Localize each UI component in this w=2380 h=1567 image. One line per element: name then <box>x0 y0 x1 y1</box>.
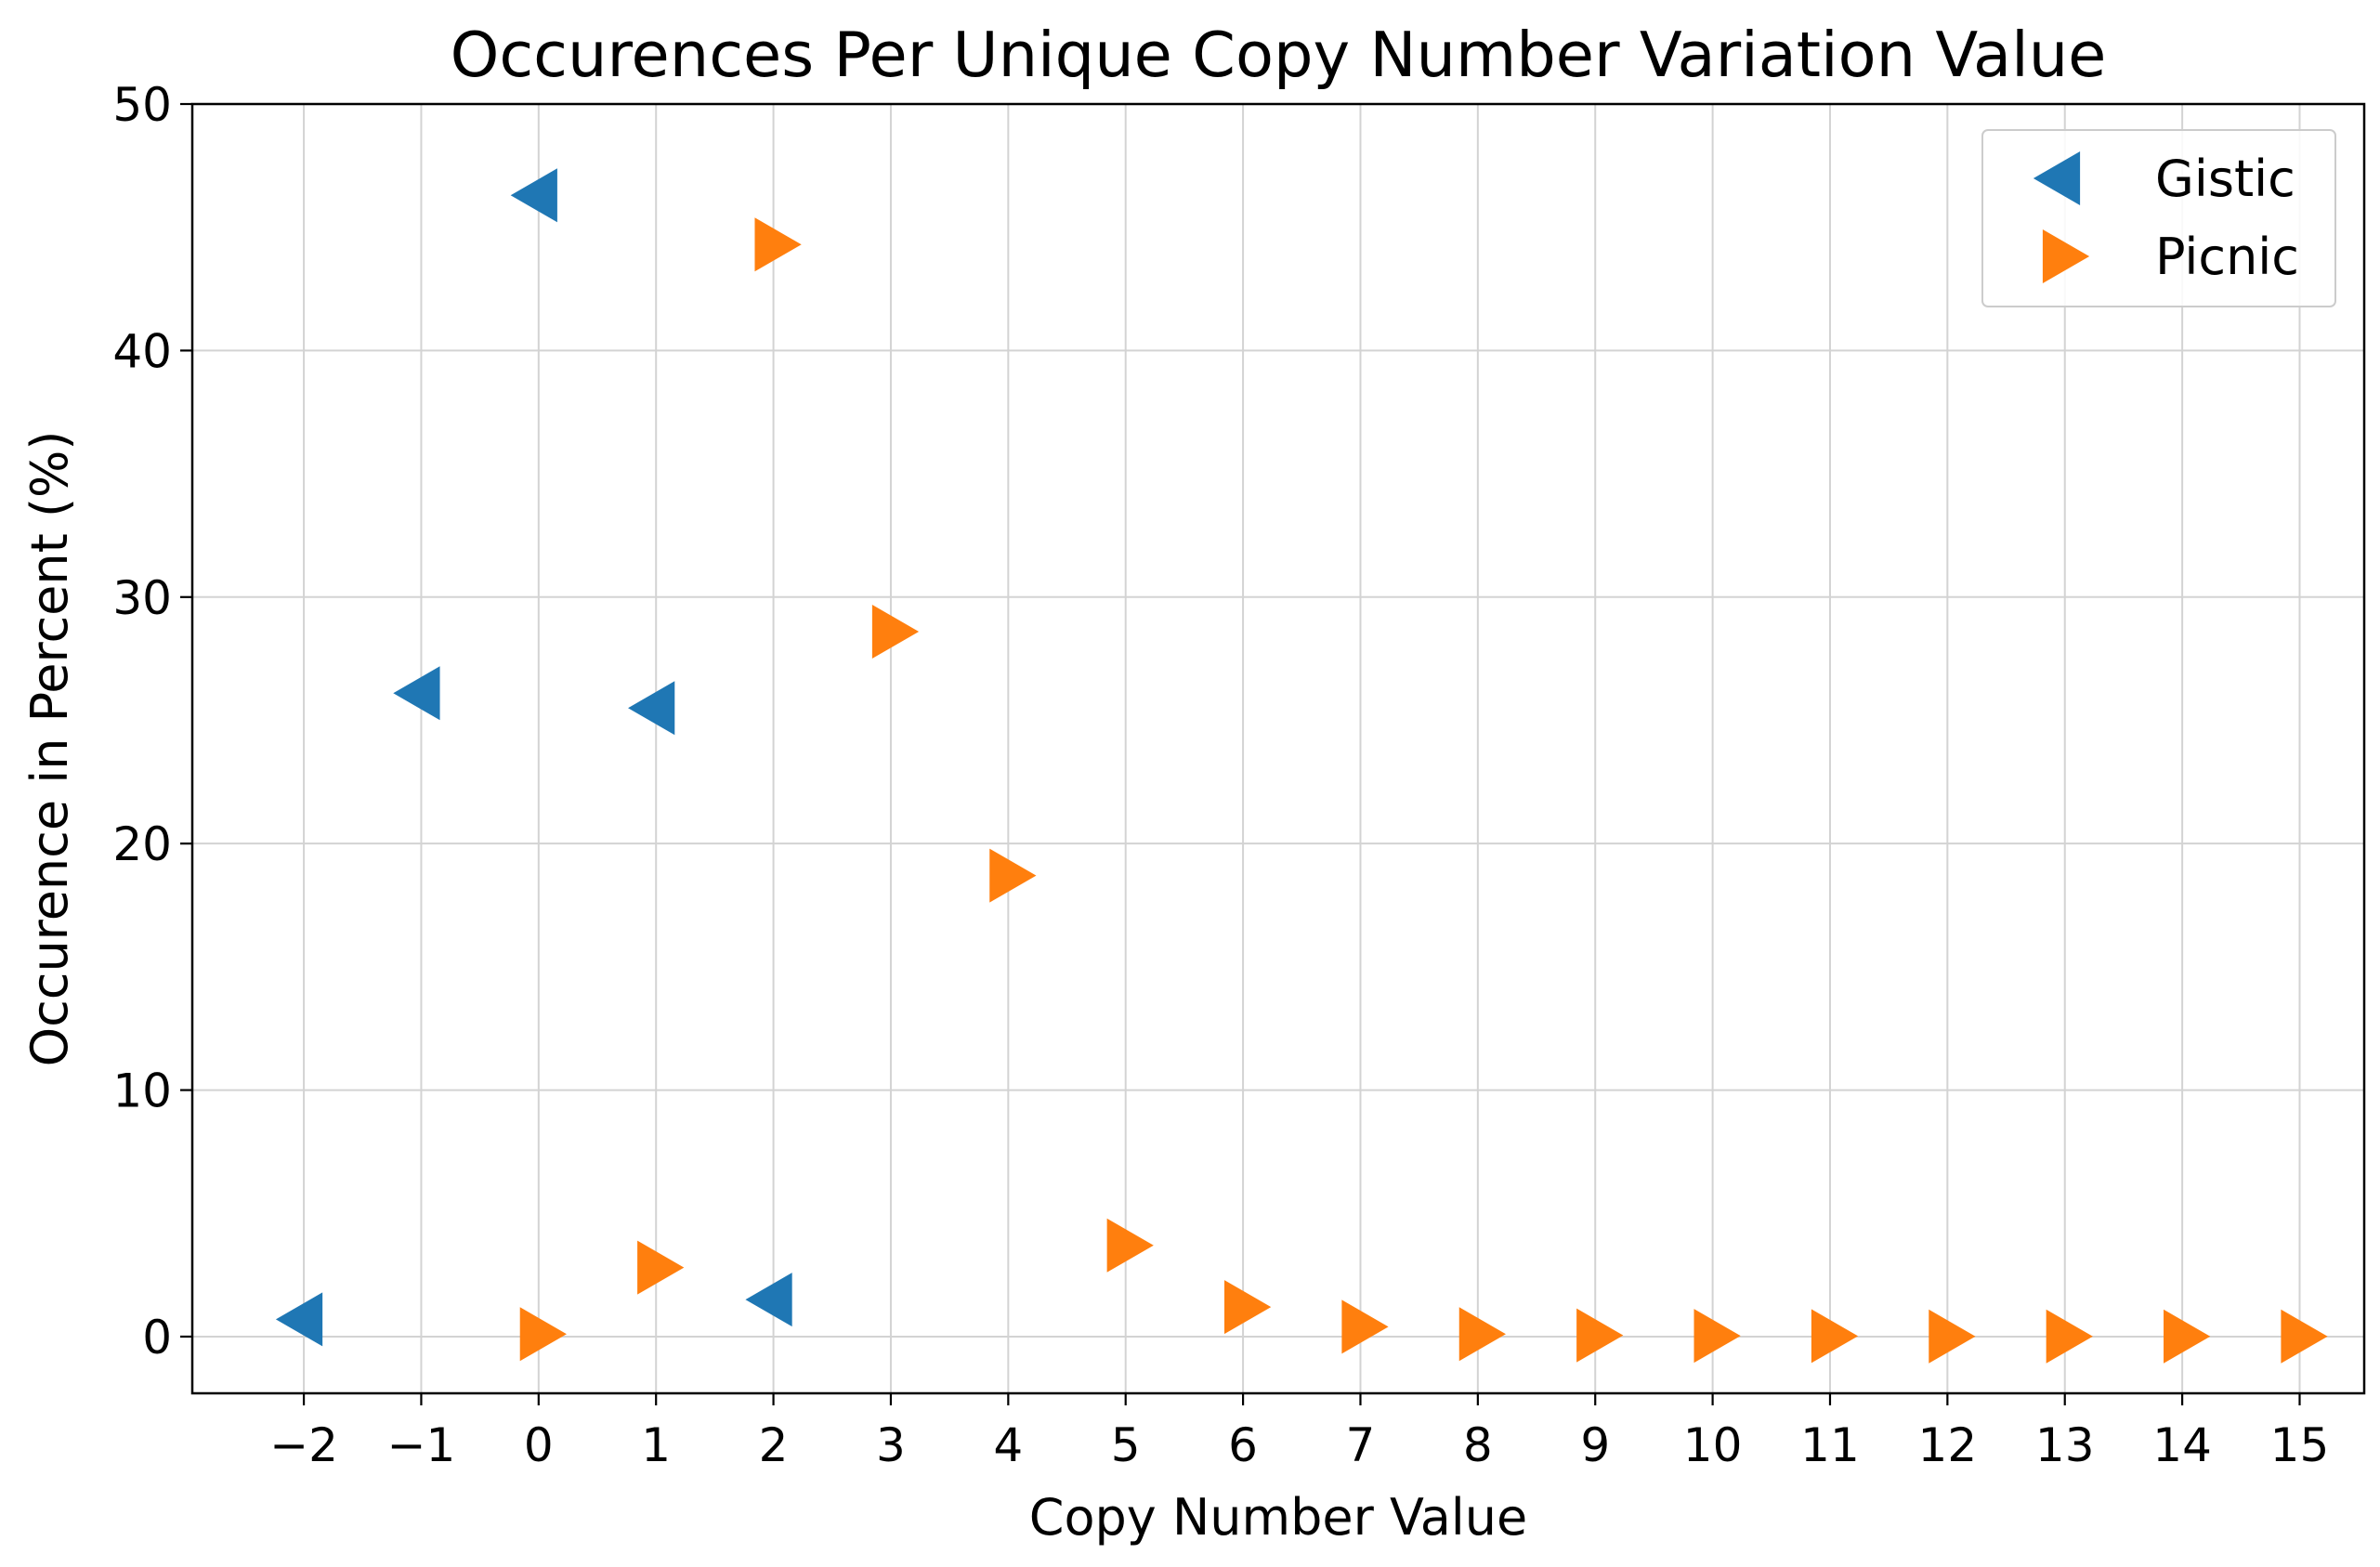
gistic-point <box>393 666 440 721</box>
picnic-point <box>1341 1299 1389 1354</box>
x-tick-label: 14 <box>2152 1418 2212 1472</box>
x-tick-label: 0 <box>524 1418 554 1472</box>
picnic-point <box>2164 1309 2211 1364</box>
picnic-point <box>1811 1309 1859 1364</box>
y-tick-label: 20 <box>112 817 172 871</box>
picnic-point <box>1458 1307 1506 1362</box>
series-picnic <box>519 217 2328 1364</box>
picnic-point <box>2046 1309 2093 1364</box>
picnic-point <box>754 217 802 272</box>
legend-label-gistic: Gistic <box>2155 150 2295 208</box>
x-tick-label: 8 <box>1463 1418 1493 1472</box>
x-tick-label: 1 <box>641 1418 671 1472</box>
y-tick-label: 30 <box>112 571 172 625</box>
legend-marker-picnic <box>2042 229 2090 283</box>
x-tick-label: 4 <box>993 1418 1023 1472</box>
x-tick-label: 6 <box>1228 1418 1258 1472</box>
plot-frame <box>190 102 2366 1395</box>
x-tick-label: −1 <box>387 1418 456 1472</box>
x-tick-label: 10 <box>1683 1418 1743 1472</box>
x-tick-label: 13 <box>2035 1418 2095 1472</box>
picnic-point <box>871 604 920 659</box>
picnic-point <box>637 1240 685 1295</box>
x-tick-label: 11 <box>1800 1418 1860 1472</box>
legend: Gistic Picnic <box>1981 129 2336 307</box>
y-tick-label: 10 <box>112 1064 172 1118</box>
grid <box>192 103 2364 1393</box>
y-axis-label: Occurence in Percent (%) <box>20 431 79 1067</box>
x-tick-label: 3 <box>876 1418 906 1472</box>
data-points <box>275 168 2328 1364</box>
x-axis-label: Copy Number Value <box>1029 1488 1528 1547</box>
x-tick-label: 2 <box>759 1418 789 1472</box>
y-tick-label: 0 <box>142 1311 172 1365</box>
picnic-point <box>1106 1218 1154 1273</box>
x-tick-label: 5 <box>1111 1418 1141 1472</box>
picnic-point <box>519 1307 567 1362</box>
gistic-point <box>510 168 557 223</box>
x-tick-label: 7 <box>1346 1418 1376 1472</box>
legend-label-picnic: Picnic <box>2155 228 2299 286</box>
x-tick-label: 9 <box>1580 1418 1610 1472</box>
x-tick-label: −2 <box>269 1418 338 1472</box>
picnic-point <box>989 848 1037 903</box>
picnic-point <box>1223 1280 1272 1335</box>
y-tick-label: 50 <box>112 78 172 132</box>
picnic-point <box>2281 1309 2328 1364</box>
x-tick-label: 15 <box>2270 1418 2330 1472</box>
chart-title: Occurences Per Unique Copy Number Variat… <box>451 19 2107 91</box>
gistic-point <box>628 681 675 736</box>
picnic-point <box>1693 1309 1741 1364</box>
gistic-point <box>745 1273 792 1327</box>
gistic-point <box>275 1292 323 1347</box>
picnic-point <box>1576 1308 1624 1363</box>
picnic-point <box>1929 1309 1976 1364</box>
y-tick-label: 40 <box>112 324 172 378</box>
legend-marker-gistic <box>2033 151 2081 205</box>
series-gistic <box>275 168 792 1347</box>
x-tick-label: 12 <box>1918 1418 1978 1472</box>
